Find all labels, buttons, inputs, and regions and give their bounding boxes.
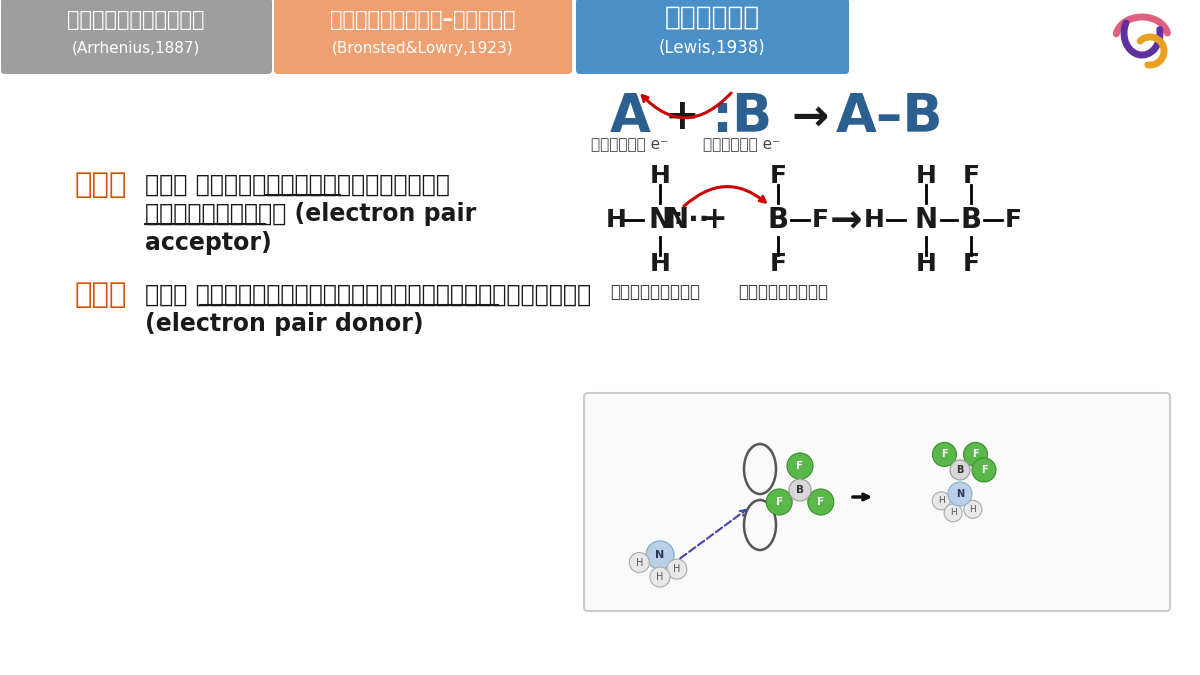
Circle shape [629, 553, 649, 572]
Text: (Bronsted&Lowry,1923): (Bronsted&Lowry,1923) [332, 40, 514, 55]
Text: (Arrhenius,1887): (Arrhenius,1887) [72, 40, 200, 55]
Text: N: N [655, 550, 665, 560]
FancyBboxPatch shape [274, 0, 572, 74]
Text: H: H [649, 252, 671, 276]
Text: (electron pair donor): (electron pair donor) [145, 312, 424, 336]
Text: F: F [769, 164, 786, 188]
Text: H: H [606, 208, 626, 232]
Text: H: H [938, 496, 944, 506]
Circle shape [972, 458, 996, 482]
Text: คือ สารที่สามารถรับคู่: คือ สารที่สามารถรับคู่ [145, 173, 450, 197]
Text: F: F [962, 252, 979, 276]
FancyBboxPatch shape [584, 393, 1170, 611]
Text: F: F [962, 164, 979, 188]
Circle shape [646, 541, 674, 569]
Text: :B: :B [712, 91, 773, 143]
Text: N: N [914, 206, 937, 234]
Text: F: F [980, 465, 988, 475]
Circle shape [948, 482, 972, 506]
Circle shape [944, 504, 962, 522]
Circle shape [950, 460, 970, 480]
Circle shape [932, 492, 950, 510]
Circle shape [787, 453, 814, 479]
Text: กรด: กรด [74, 171, 127, 199]
Text: (Lewis,1938): (Lewis,1938) [659, 39, 766, 57]
Text: ลิวอีส: ลิวอีส [665, 5, 760, 31]
Text: รับคู่ e⁻: รับคู่ e⁻ [592, 138, 668, 153]
Circle shape [790, 479, 811, 501]
Text: กรดลิวอีส: กรดลิวอีส [738, 283, 828, 301]
Circle shape [964, 500, 982, 518]
Text: F: F [811, 208, 828, 232]
Text: H: H [864, 208, 884, 232]
Text: อาร์เรเนียส: อาร์เรเนียส [67, 10, 205, 30]
Text: +: + [665, 96, 700, 138]
Text: H: H [949, 508, 956, 517]
Text: A: A [610, 91, 650, 143]
Text: H: H [916, 164, 936, 188]
Text: H: H [649, 164, 671, 188]
Text: F: F [941, 450, 948, 460]
Text: +: + [702, 205, 728, 234]
Circle shape [932, 442, 956, 466]
Text: เบรินสเตด–ลาวรี: เบรินสเตด–ลาวรี [330, 10, 516, 30]
Text: อิเล็กตรอน (electron pair: อิเล็กตรอน (electron pair [145, 202, 476, 226]
Text: F: F [769, 252, 786, 276]
Circle shape [808, 489, 834, 515]
Text: H: H [970, 505, 977, 514]
Text: เบส: เบส [74, 281, 127, 309]
FancyBboxPatch shape [1, 0, 272, 74]
Circle shape [650, 567, 670, 587]
Text: H: H [656, 572, 664, 582]
Text: F: F [797, 461, 804, 471]
Text: acceptor): acceptor) [145, 231, 271, 255]
Text: B: B [796, 485, 804, 495]
Text: F: F [775, 497, 782, 507]
Text: B: B [768, 206, 788, 234]
Text: →: → [829, 201, 863, 239]
Text: H: H [916, 252, 936, 276]
Text: :: : [674, 208, 683, 228]
Text: B: B [960, 206, 982, 234]
Text: H: H [673, 564, 680, 574]
Text: →: → [791, 95, 829, 138]
FancyBboxPatch shape [576, 0, 850, 74]
Text: F: F [1004, 208, 1021, 232]
Text: F: F [972, 450, 979, 460]
Text: N: N [648, 206, 672, 234]
Text: คือ สารที่สามารถให้คู่อิเล็กตรอน: คือ สารที่สามารถให้คู่อิเล็กตรอน [145, 283, 592, 307]
Circle shape [964, 442, 988, 466]
Circle shape [667, 559, 686, 579]
Text: เบสลิวอีส: เบสลิวอีส [610, 283, 700, 301]
Text: N⋅⋅: N⋅⋅ [666, 206, 710, 234]
Circle shape [767, 489, 792, 515]
Text: A–B: A–B [836, 91, 944, 143]
Text: ให้คู่ e⁻: ให้คู่ e⁻ [703, 138, 780, 153]
Text: F: F [817, 497, 824, 507]
Text: N: N [956, 489, 964, 499]
Text: H: H [636, 558, 643, 568]
Text: B: B [956, 465, 964, 475]
